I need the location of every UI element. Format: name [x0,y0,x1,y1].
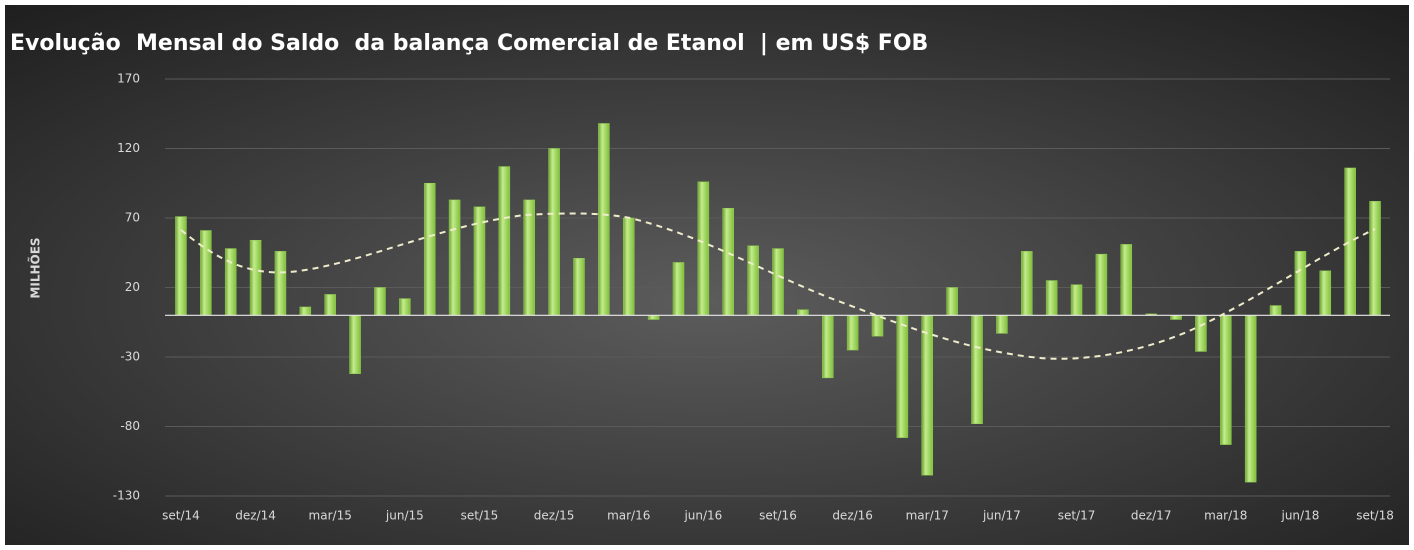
bar [1195,315,1207,352]
bar [1344,167,1356,316]
x-tick-label: mar/17 [906,509,949,523]
x-tick-label: dez/16 [832,509,873,523]
bar [1220,315,1232,445]
bar [1070,284,1083,316]
bar [1294,251,1307,316]
trend-line [180,212,1376,360]
bar [722,208,734,316]
bar [448,199,461,316]
bar [224,248,237,316]
y-tick-label: -130 [113,489,140,503]
bar [871,315,884,337]
bar [200,230,212,316]
bar [772,248,784,316]
bar [647,315,660,320]
x-tick-label: set/15 [461,509,499,523]
x-tick-label: set/14 [162,509,200,523]
x-tick-label: mar/18 [1204,509,1247,523]
bar [822,315,834,379]
bar [523,199,535,316]
bar [548,148,560,316]
bar [299,306,312,316]
y-tick-label: 70 [125,211,140,225]
bar [622,217,635,316]
x-tick-label: dez/15 [534,509,575,523]
bar [797,309,809,316]
bar [1269,305,1282,316]
bar [1021,251,1033,316]
x-tick-label: mar/15 [309,509,352,523]
x-tick-label: dez/14 [235,509,276,523]
bar [1120,244,1133,316]
x-tick-label: dez/17 [1131,509,1172,523]
y-tick-label: 120 [117,141,140,155]
bar [971,315,983,424]
y-tick-label: -30 [120,350,140,364]
bar [921,315,934,476]
x-tick-label: jun/15 [385,509,424,523]
y-tick-label: -80 [120,419,140,433]
bar [1319,270,1332,316]
bar [697,181,710,316]
bar [175,216,187,316]
x-tick-label: set/16 [759,509,797,523]
x-tick-label: mar/16 [607,509,650,523]
bar [498,166,511,316]
y-axis-label: MILHÕES [28,237,43,298]
bar [324,294,336,316]
bar [1244,315,1257,483]
x-tick-label: set/18 [1356,509,1394,523]
bar [946,287,958,316]
bar [1170,315,1182,320]
bar [274,251,287,316]
bar [1045,280,1058,316]
x-tick-label: jun/17 [982,509,1021,523]
bar [349,315,361,374]
bar [672,262,685,316]
bar [423,183,436,316]
bar [996,315,1008,334]
chart-title: Evolução Mensal do Saldo da balança Come… [10,31,928,56]
bar [374,287,386,316]
x-tick-label: jun/18 [1280,509,1319,523]
bar [747,245,759,316]
bar [846,315,859,351]
y-tick-label: 170 [117,72,140,86]
bar [598,123,610,316]
bar [573,258,585,316]
plot-area: -130 -80 -30 20 70 120 170 set/14 dez/14 mar/15 ju… [113,72,1394,523]
bar [1369,201,1381,316]
x-tick-label: set/17 [1058,509,1096,523]
bar [896,315,909,438]
y-tick-label: 20 [125,280,140,294]
bar [399,298,411,316]
x-tick-label: jun/16 [683,509,722,523]
bar [1095,253,1108,316]
bar [249,239,262,316]
